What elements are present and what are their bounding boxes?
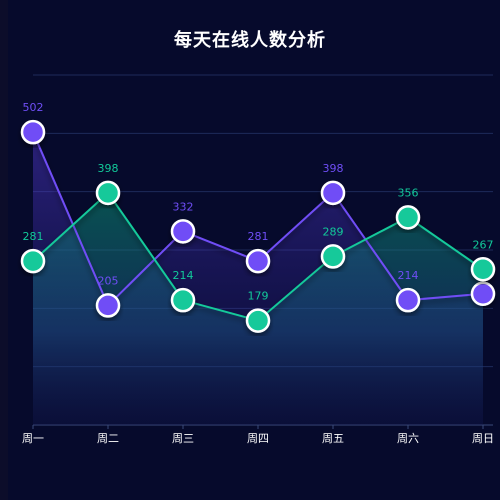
data-point (320, 244, 346, 269)
label-layer: 502 205 332 281 398 214 281 398 214 179 289 356 267 (23, 101, 494, 302)
data-point (170, 287, 196, 313)
data-point (320, 180, 346, 206)
data-point (95, 180, 121, 206)
data-point (170, 219, 196, 244)
series-area (33, 192, 483, 425)
x-tick-label: 周一 (22, 432, 44, 445)
data-point (95, 293, 121, 318)
x-tick-label: 周五 (322, 432, 344, 445)
x-axis: 周一 周二 周三 周四 周五 周六 周日 (22, 425, 494, 445)
data-point (470, 257, 496, 282)
data-point (245, 308, 271, 333)
data-point (395, 287, 421, 313)
data-label: 398 (98, 162, 119, 175)
x-tick-label: 周日 (472, 432, 494, 445)
x-tick-label: 周三 (172, 432, 194, 445)
data-label: 281 (23, 230, 44, 243)
data-point (470, 281, 496, 306)
data-point (245, 248, 271, 274)
point-layer (20, 119, 496, 333)
data-label: 356 (398, 186, 419, 199)
data-point (20, 248, 46, 274)
chart-title: 每天在线人数分析 (174, 30, 326, 51)
data-point (395, 205, 421, 230)
data-label: 281 (248, 230, 269, 243)
data-label: 205 (98, 274, 119, 287)
data-label: 332 (173, 200, 194, 213)
x-tick-label: 周六 (397, 432, 419, 445)
data-label: 289 (323, 225, 344, 238)
x-tick-label: 周四 (247, 432, 269, 445)
data-label: 214 (173, 269, 194, 282)
data-label: 502 (23, 101, 44, 114)
data-label: 179 (248, 290, 269, 303)
data-point (20, 119, 46, 145)
data-label: 214 (398, 269, 419, 282)
area-layer (33, 132, 483, 425)
data-label: 398 (323, 162, 344, 175)
data-label: 267 (473, 238, 494, 251)
x-tick-label: 周二 (97, 432, 119, 445)
